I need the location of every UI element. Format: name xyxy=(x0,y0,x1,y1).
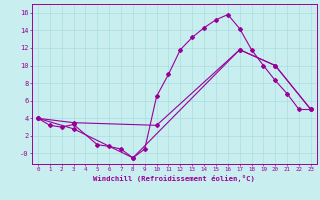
X-axis label: Windchill (Refroidissement éolien,°C): Windchill (Refroidissement éolien,°C) xyxy=(93,175,255,182)
